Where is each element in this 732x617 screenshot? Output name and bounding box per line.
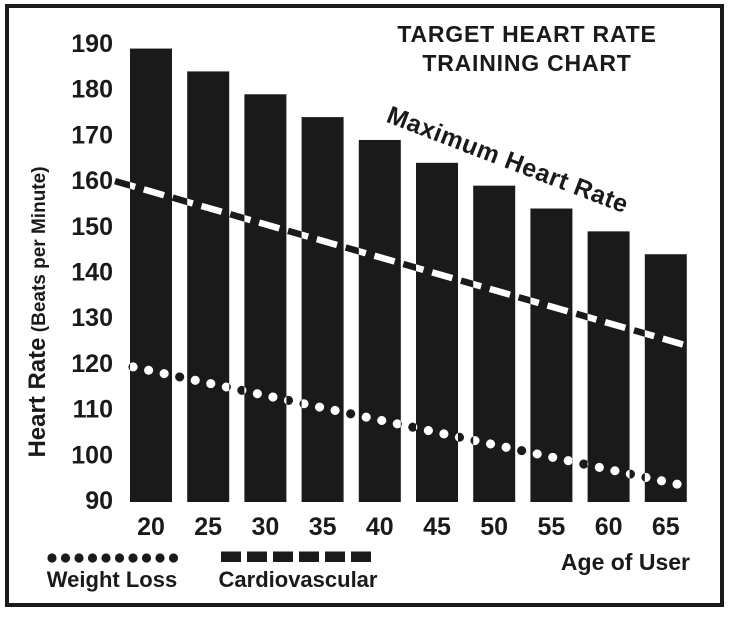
- y-axis-tick-label-120: 120: [71, 350, 113, 378]
- legend-weight-loss-label: Weight Loss: [46, 567, 178, 592]
- y-axis-tick-label-150: 150: [71, 213, 113, 241]
- legend-dot: [74, 553, 84, 563]
- bar-age-65: [644, 254, 687, 502]
- y-axis-tick-label-190: 190: [71, 30, 113, 58]
- legend-dot: [87, 553, 98, 563]
- x-axis-title: Age of User: [560, 549, 690, 575]
- bar-age-35: [301, 117, 344, 503]
- x-axis-tick-label-50: 50: [480, 513, 508, 541]
- legend-dot: [114, 553, 125, 563]
- y-axis-title: Heart Rate (Beats per Minute): [22, 128, 54, 496]
- y-axis-tick-label-130: 130: [71, 304, 113, 332]
- chart-title-line-2: TRAINING CHART: [422, 50, 632, 76]
- bar-age-25: [187, 71, 230, 503]
- y-axis-tick-label-140: 140: [71, 259, 113, 287]
- bar-age-40: [358, 139, 401, 502]
- chart-title: TARGET HEART RATE TRAINING CHART: [352, 20, 702, 78]
- legend-dot: [155, 553, 165, 563]
- x-axis-tick-label-55: 55: [537, 513, 565, 541]
- bar-age-45: [416, 162, 458, 502]
- legend-dot: [47, 553, 57, 563]
- x-axis-tick-label-40: 40: [366, 513, 394, 541]
- x-axis-tick-label-60: 60: [595, 513, 623, 541]
- y-axis-tick-label-110: 110: [73, 396, 113, 424]
- legend-dash: [299, 551, 319, 562]
- legend-cardiovascular-label: Cardiovascular: [218, 567, 378, 592]
- chart-title-line-1: TARGET HEART RATE: [397, 21, 657, 47]
- legend-dot: [168, 553, 179, 563]
- x-axis-tick-label-20: 20: [137, 513, 165, 541]
- y-axis-title-unit: (Beats per Minute): [29, 166, 50, 338]
- bar-age-30: [244, 94, 287, 503]
- weight-loss-legend-marker: [47, 553, 179, 563]
- bar-age-20: [130, 48, 172, 502]
- x-axis-tick-label-45: 45: [423, 513, 451, 541]
- bar-age-60: [587, 231, 630, 502]
- legend-dash: [221, 551, 241, 562]
- legend-dash: [247, 551, 267, 562]
- bar-age-50: [473, 185, 516, 503]
- y-axis-tick-label-90: 90: [85, 487, 113, 515]
- legend-dash: [351, 551, 371, 562]
- x-axis-tick-label-25: 25: [194, 513, 222, 541]
- x-axis-tick-label-35: 35: [309, 513, 337, 541]
- legend-dot: [101, 553, 111, 563]
- legend-dot: [141, 553, 152, 563]
- legend-dot: [128, 553, 138, 563]
- legend-dash: [325, 551, 345, 562]
- x-axis-tick-label-65: 65: [652, 513, 680, 541]
- y-axis-title-main: Heart Rate: [24, 337, 51, 458]
- y-axis-tick-label-180: 180: [71, 76, 113, 104]
- cardiovascular-dashed-line-over-bars: [130, 177, 687, 349]
- cardiovascular-legend-marker: [221, 551, 371, 562]
- y-axis-tick-label-100: 100: [71, 441, 113, 469]
- legend-dash: [273, 551, 293, 562]
- y-axis-tick-label-170: 170: [71, 121, 113, 149]
- y-axis-tick-label-160: 160: [71, 167, 113, 195]
- legend-dot: [60, 553, 71, 563]
- x-axis-tick-label-30: 30: [251, 513, 279, 541]
